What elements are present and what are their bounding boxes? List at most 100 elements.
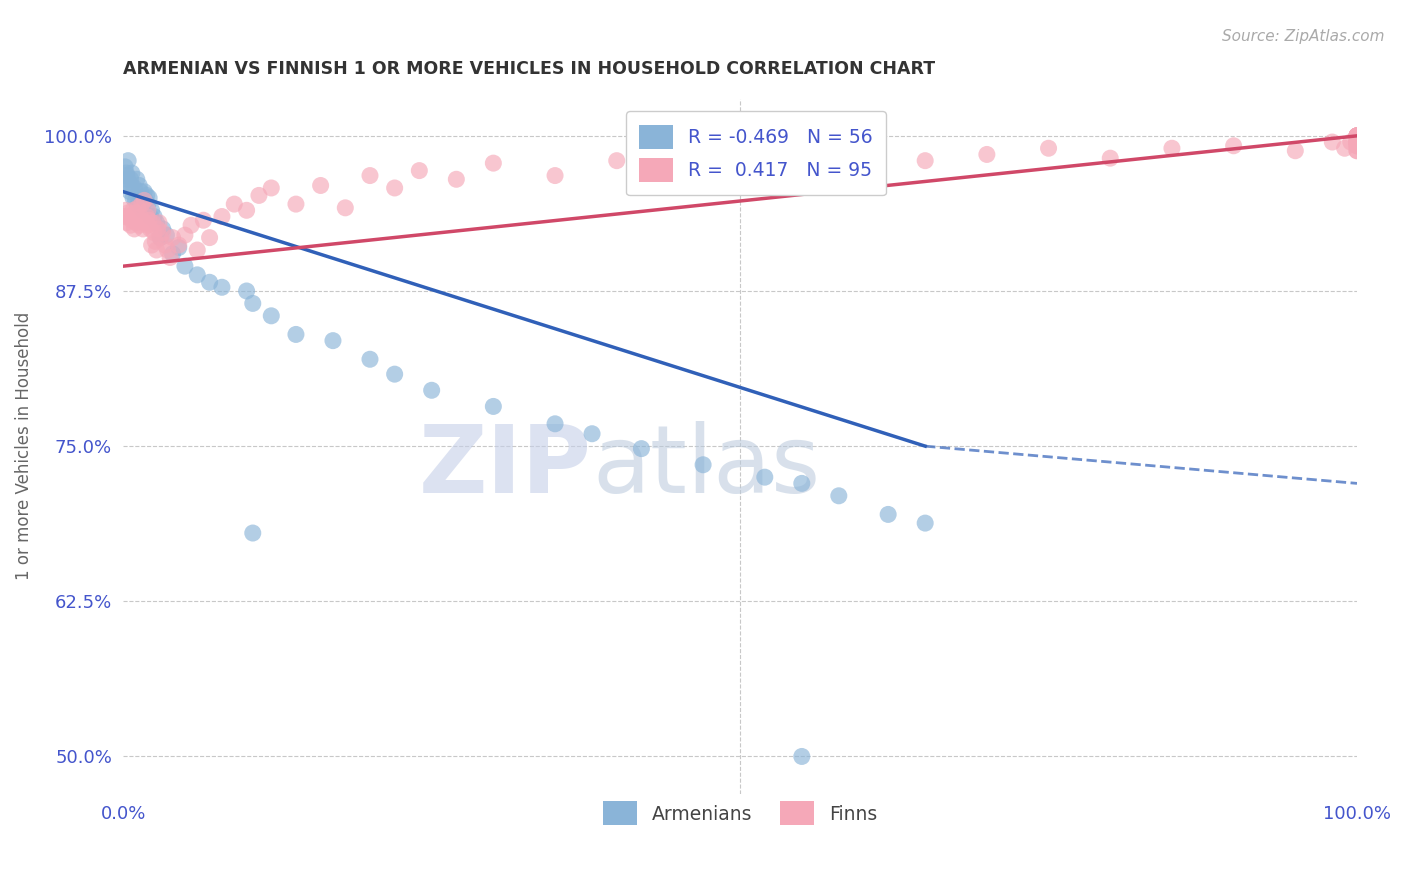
Text: Source: ZipAtlas.com: Source: ZipAtlas.com bbox=[1222, 29, 1385, 44]
Point bbox=[120, 178, 142, 193]
Point bbox=[1346, 128, 1368, 143]
Point bbox=[1346, 128, 1368, 143]
Y-axis label: 1 or more Vehicles in Household: 1 or more Vehicles in Household bbox=[15, 312, 32, 581]
Point bbox=[1346, 128, 1368, 143]
Point bbox=[143, 235, 166, 249]
Point bbox=[117, 172, 139, 186]
Point bbox=[180, 218, 202, 232]
Point bbox=[211, 280, 233, 294]
Point bbox=[139, 210, 162, 224]
Point bbox=[115, 169, 138, 183]
Point bbox=[1346, 128, 1368, 143]
Point bbox=[260, 309, 283, 323]
Point bbox=[118, 210, 141, 224]
Point bbox=[359, 169, 381, 183]
Point bbox=[186, 268, 208, 282]
Point bbox=[335, 201, 357, 215]
Point bbox=[606, 153, 628, 168]
Legend: Armenians, Finns: Armenians, Finns bbox=[595, 794, 884, 833]
Point bbox=[790, 476, 813, 491]
Point bbox=[131, 213, 153, 227]
Point bbox=[132, 222, 155, 236]
Point bbox=[134, 194, 156, 208]
Point bbox=[630, 442, 652, 456]
Point bbox=[1346, 138, 1368, 153]
Point bbox=[211, 210, 233, 224]
Point bbox=[260, 181, 283, 195]
Point bbox=[162, 246, 184, 260]
Point bbox=[242, 296, 264, 310]
Point bbox=[131, 191, 153, 205]
Point bbox=[124, 181, 146, 195]
Point bbox=[135, 210, 157, 224]
Point bbox=[155, 228, 177, 243]
Point bbox=[976, 147, 998, 161]
Point bbox=[121, 166, 143, 180]
Point bbox=[174, 259, 197, 273]
Point bbox=[134, 185, 156, 199]
Point bbox=[125, 172, 148, 186]
Point bbox=[1346, 135, 1368, 149]
Point bbox=[146, 222, 169, 236]
Point bbox=[728, 147, 751, 161]
Text: ARMENIAN VS FINNISH 1 OR MORE VEHICLES IN HOUSEHOLD CORRELATION CHART: ARMENIAN VS FINNISH 1 OR MORE VEHICLES I… bbox=[124, 60, 935, 78]
Point bbox=[186, 243, 208, 257]
Point bbox=[127, 197, 149, 211]
Point bbox=[1346, 138, 1368, 153]
Point bbox=[149, 230, 172, 244]
Point bbox=[1346, 128, 1368, 143]
Point bbox=[193, 213, 215, 227]
Point bbox=[581, 426, 603, 441]
Point bbox=[134, 194, 156, 208]
Point bbox=[1346, 138, 1368, 153]
Text: atlas: atlas bbox=[592, 421, 820, 513]
Point bbox=[359, 352, 381, 367]
Point bbox=[135, 188, 157, 202]
Point bbox=[152, 226, 174, 240]
Point bbox=[124, 222, 146, 236]
Point bbox=[167, 238, 190, 252]
Point bbox=[446, 172, 468, 186]
Point bbox=[139, 222, 162, 236]
Point bbox=[122, 203, 145, 218]
Point bbox=[309, 178, 332, 193]
Point bbox=[138, 213, 160, 227]
Point bbox=[242, 526, 264, 541]
Point bbox=[284, 197, 307, 211]
Point bbox=[148, 216, 170, 230]
Point bbox=[1161, 141, 1184, 155]
Point bbox=[1346, 128, 1368, 143]
Point bbox=[117, 206, 139, 220]
Point bbox=[115, 166, 138, 180]
Text: ZIP: ZIP bbox=[419, 421, 592, 513]
Point bbox=[124, 206, 146, 220]
Point bbox=[1346, 135, 1368, 149]
Point bbox=[224, 197, 246, 211]
Point bbox=[828, 489, 851, 503]
Point bbox=[482, 400, 505, 414]
Point bbox=[117, 153, 139, 168]
Point bbox=[1346, 128, 1368, 143]
Point bbox=[132, 203, 155, 218]
Point bbox=[790, 156, 813, 170]
Point bbox=[1346, 144, 1368, 158]
Point bbox=[1346, 128, 1368, 143]
Point bbox=[136, 218, 159, 232]
Point bbox=[129, 210, 152, 224]
Point bbox=[114, 210, 136, 224]
Point bbox=[136, 197, 159, 211]
Point bbox=[142, 216, 165, 230]
Point bbox=[145, 243, 167, 257]
Point bbox=[131, 197, 153, 211]
Point bbox=[114, 203, 136, 218]
Point bbox=[235, 203, 257, 218]
Point bbox=[877, 508, 900, 522]
Point bbox=[122, 191, 145, 205]
Point bbox=[544, 169, 567, 183]
Point bbox=[852, 144, 875, 158]
Point bbox=[668, 160, 690, 174]
Point bbox=[1322, 135, 1344, 149]
Point bbox=[115, 216, 138, 230]
Point bbox=[1099, 151, 1122, 165]
Point bbox=[1346, 135, 1368, 149]
